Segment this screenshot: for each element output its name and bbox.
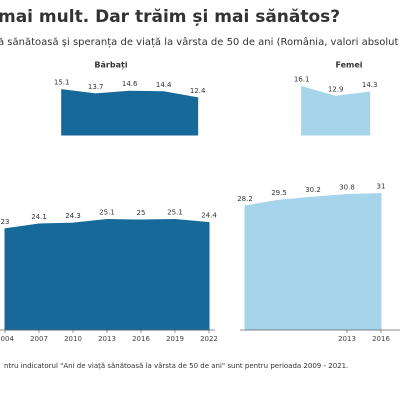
value-label: 12.9 [328,85,344,93]
value-label: 30.2 [305,186,321,194]
value-label: 12.4 [190,87,206,95]
value-label: 24.1 [31,213,47,221]
value-label: 15.1 [54,79,70,87]
value-label: 25.1 [99,209,115,217]
title: mai mult. Dar trăim și mai sănătos? [0,7,340,27]
value-label: 28.2 [237,195,253,203]
value-label: 25 [137,209,146,217]
panel-title: Femei [335,61,362,70]
x-tick-label: 2016 [372,335,390,343]
value-label: 24.4 [201,212,217,220]
area [301,86,371,136]
note: ntru indicatorul "Ani de viață sănătoasă… [4,362,348,371]
value-label: 13.7 [88,83,104,91]
value-label: 14.4 [156,81,172,89]
area [4,219,210,331]
value-label: 24.3 [65,212,81,220]
panel-title: Bărbați [94,61,127,71]
value-label: 14.6 [122,80,138,88]
value-label: 16.1 [294,76,310,84]
value-label: 29.5 [271,189,287,197]
x-tick-label: 2019 [166,335,184,343]
x-tick-label: 2007 [30,335,48,343]
x-tick-label: 2016 [132,335,150,343]
x-tick-label: 2010 [64,335,82,343]
value-label: 23 [1,218,10,226]
area [244,193,382,331]
value-label: 14.3 [362,81,378,89]
x-tick-label: 2013 [98,335,116,343]
value-label: 25.1 [167,209,183,217]
subtitle: ă sănătoasă și speranța de viață la vârs… [0,36,398,48]
area [61,89,199,136]
x-tick-label: 2013 [338,335,356,343]
x-tick-label: 2022 [200,335,218,343]
x-tick-label: 2004 [0,335,14,343]
value-label: 30.8 [339,183,355,191]
value-label: 31 [377,183,386,191]
